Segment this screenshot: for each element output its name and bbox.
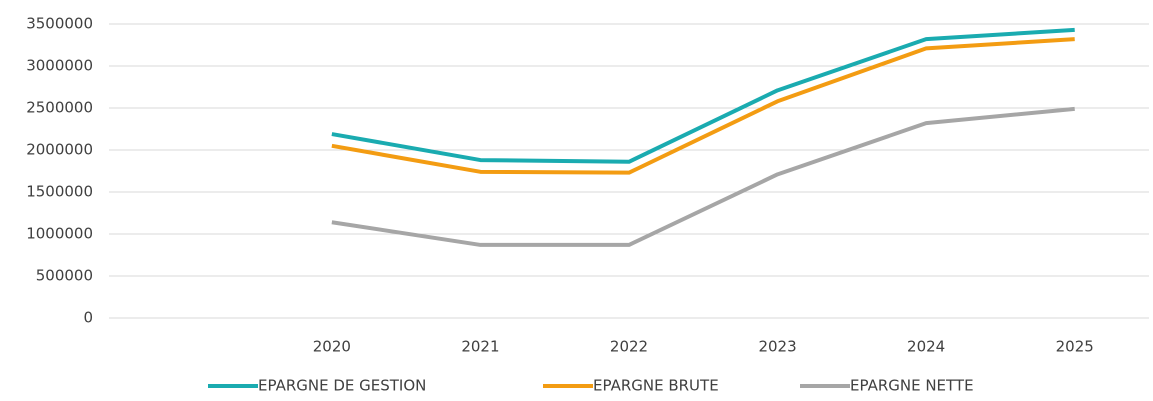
series-line — [331, 106, 1075, 247]
series-line — [331, 37, 1075, 175]
y-tick-label: 1500000 — [26, 183, 93, 201]
series-line — [331, 27, 1075, 164]
x-tick-label: 2023 — [758, 338, 796, 356]
x-tick-label: 2022 — [610, 338, 648, 356]
x-tick-label: 2024 — [907, 338, 945, 356]
y-tick-label: 500000 — [36, 267, 93, 285]
legend-label: EPARGNE DE GESTION — [258, 377, 426, 395]
legend-label: EPARGNE BRUTE — [593, 377, 719, 395]
x-tick-label: 2020 — [313, 338, 351, 356]
y-tick-label: 3000000 — [26, 57, 93, 75]
y-tick-label: 0 — [83, 309, 93, 327]
y-tick-label: 2500000 — [26, 99, 93, 117]
x-tick-label: 2021 — [461, 338, 499, 356]
legend-label: EPARGNE NETTE — [850, 377, 974, 395]
y-tick-label: 2000000 — [26, 141, 93, 159]
x-tick-label: 2025 — [1056, 338, 1094, 356]
y-tick-label: 1000000 — [26, 225, 93, 243]
y-tick-label: 3500000 — [26, 15, 93, 33]
